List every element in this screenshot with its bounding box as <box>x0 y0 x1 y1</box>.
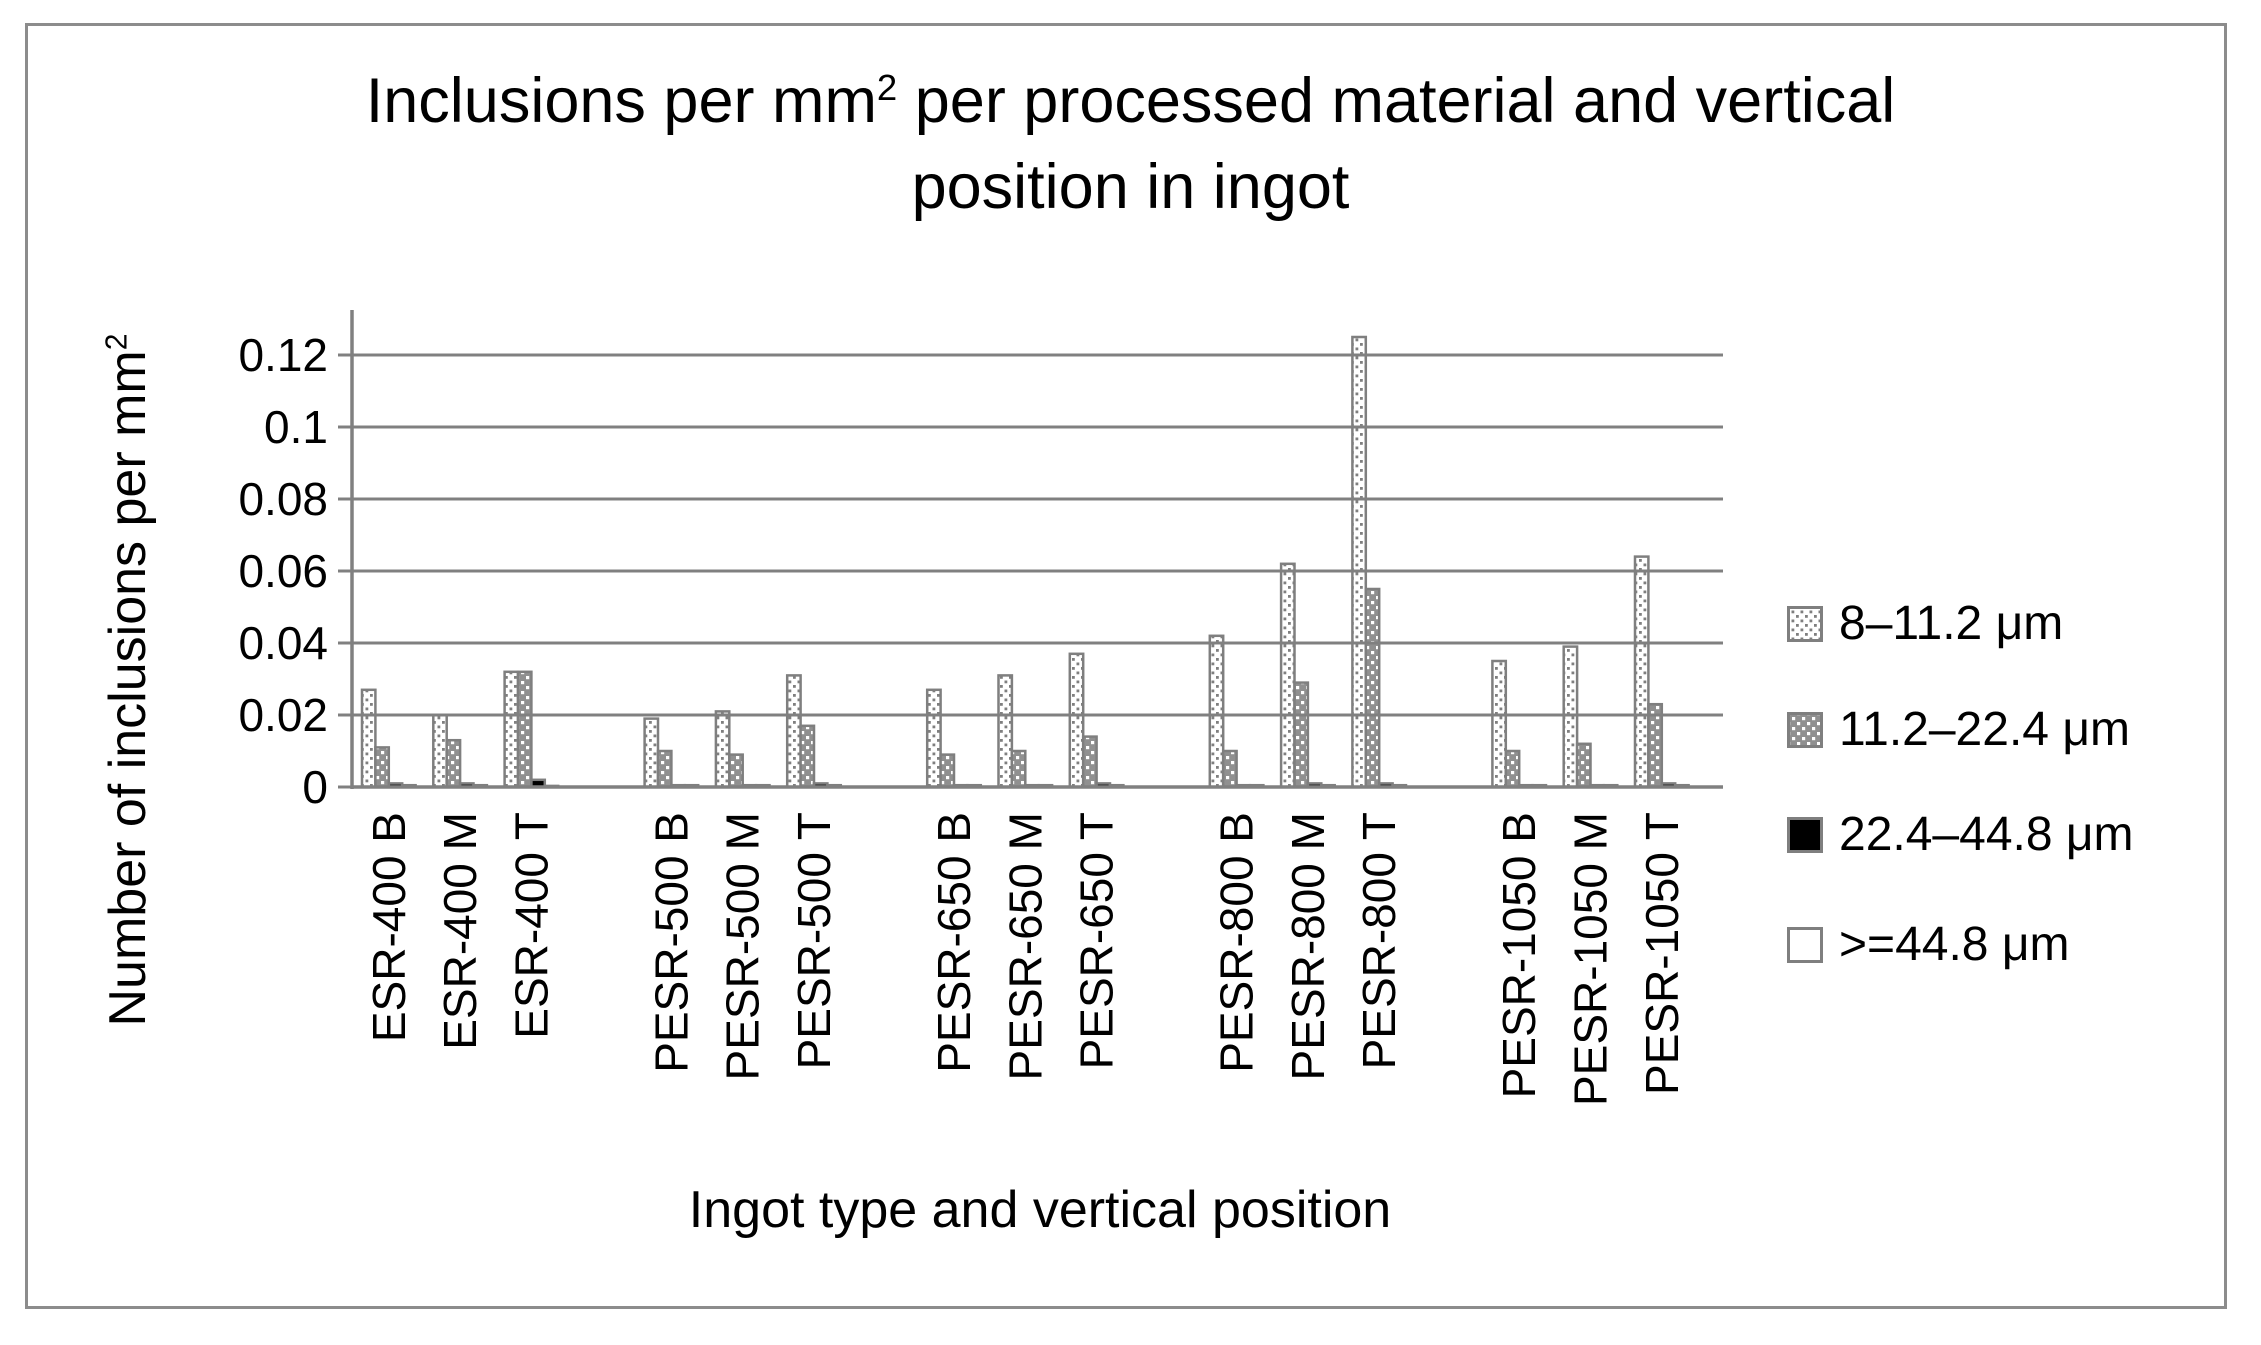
bar-dots <box>1562 645 1579 789</box>
y-tick-label: 0.08 <box>238 473 328 525</box>
legend-item-22-44um: 22.4–44.8 μm <box>1786 807 2134 862</box>
bar-checker <box>1364 587 1381 789</box>
x-tick-label: PESR-500 T <box>788 812 840 1069</box>
bar-dots <box>1279 562 1296 789</box>
legend-swatch-checker-icon <box>1787 711 1823 748</box>
bar-checker <box>516 670 533 789</box>
legend-label: 8–11.2 μm <box>1839 597 2064 650</box>
bar-checker <box>1221 749 1238 789</box>
chart-title: Inclusions per mm2 per processed materia… <box>0 58 2261 230</box>
x-tick-label: ESR-400 B <box>363 812 415 1042</box>
legend-swatch-black-icon <box>1787 816 1823 853</box>
legend-swatch-white-icon <box>1787 926 1823 963</box>
x-tick-label: PESR-500 M <box>717 812 769 1080</box>
bar-dots <box>643 717 660 789</box>
y-tick-label: 0.12 <box>238 329 328 381</box>
bar-dots <box>1633 555 1650 789</box>
x-tick-label: PESR-800 B <box>1211 812 1263 1073</box>
bar-checker <box>1293 681 1310 789</box>
x-tick-label: PESR-800 M <box>1282 812 1334 1080</box>
x-tick-label: PESR-800 T <box>1353 812 1405 1069</box>
figure-border <box>25 23 2227 1309</box>
bar-dots <box>1208 634 1225 789</box>
x-tick-label: PESR-1050 B <box>1493 812 1545 1098</box>
chart-title-line1: Inclusions per mm2 per processed materia… <box>0 58 2261 144</box>
bar-checker <box>1575 742 1592 789</box>
legend-label: 22.4–44.8 μm <box>1839 808 2134 861</box>
bar-dots <box>1351 335 1368 789</box>
legend-label: >=44.8 μm <box>1839 918 2070 971</box>
chart-title-text-cont: per processed material and vertical <box>897 66 1896 136</box>
bar-dots <box>1068 652 1085 789</box>
bar-checker <box>374 746 391 789</box>
legend-swatch-dots-icon <box>1787 605 1823 642</box>
legend: 8–11.2 μm 11.2–22.4 μm 22.4–44.8 μm >=44… <box>1786 0 2256 1345</box>
y-tick-label: 0.04 <box>238 617 328 669</box>
chart-title-superscript: 2 <box>876 67 898 108</box>
x-tick-label: ESR-400 T <box>505 812 557 1039</box>
bar-checker <box>728 753 744 789</box>
bar-dots <box>714 710 731 789</box>
bar-checker <box>445 738 462 789</box>
bar-checker <box>656 749 673 789</box>
x-tick-label: ESR-400 M <box>434 812 486 1050</box>
legend-item-11-22um: 11.2–22.4 μm <box>1786 702 2130 757</box>
x-tick-label: PESR-1050 T <box>1636 812 1688 1095</box>
x-tick-label: PESR-1050 M <box>1565 812 1617 1106</box>
bar-dots <box>785 674 802 789</box>
bar-checker <box>799 724 816 789</box>
chart-title-line2: position in ingot <box>911 152 1350 222</box>
x-tick-label: PESR-650 T <box>1071 812 1123 1069</box>
x-axis-title: Ingot type and vertical position <box>688 1181 1392 1239</box>
bar-dots <box>432 713 448 789</box>
chart-title-text: Inclusions per mm <box>365 66 877 136</box>
y-tick-label: 0 <box>302 761 328 813</box>
y-tick-label: 0.02 <box>238 689 328 741</box>
bar-checker <box>1504 749 1521 789</box>
legend-item-8-11um: 8–11.2 μm <box>1786 596 2063 651</box>
x-tick-label: PESR-650 B <box>928 812 980 1073</box>
legend-label: 11.2–22.4 μm <box>1839 703 2130 756</box>
bar-dots <box>360 688 377 789</box>
bar-dots <box>1491 659 1508 789</box>
bar-checker <box>1081 735 1098 789</box>
bar-dots <box>503 670 520 789</box>
x-tick-label: PESR-650 M <box>999 812 1051 1080</box>
bar-dots <box>997 674 1014 789</box>
y-tick-label: 0.06 <box>238 545 328 597</box>
legend-item-44um-plus: >=44.8 μm <box>1786 917 2069 972</box>
x-tick-label: PESR-500 B <box>645 812 697 1073</box>
y-tick-label: 0.1 <box>264 401 328 453</box>
y-axis-title-superscript: 2 <box>100 333 134 351</box>
bar-checker <box>1010 749 1027 789</box>
bar-dots <box>925 688 942 789</box>
bar-checker <box>1647 702 1664 789</box>
y-axis-title-text: Number of inclusions per mm <box>99 350 157 1027</box>
y-axis-title: Number of inclusions per mm2 <box>98 333 158 1026</box>
bar-checker <box>939 753 956 789</box>
